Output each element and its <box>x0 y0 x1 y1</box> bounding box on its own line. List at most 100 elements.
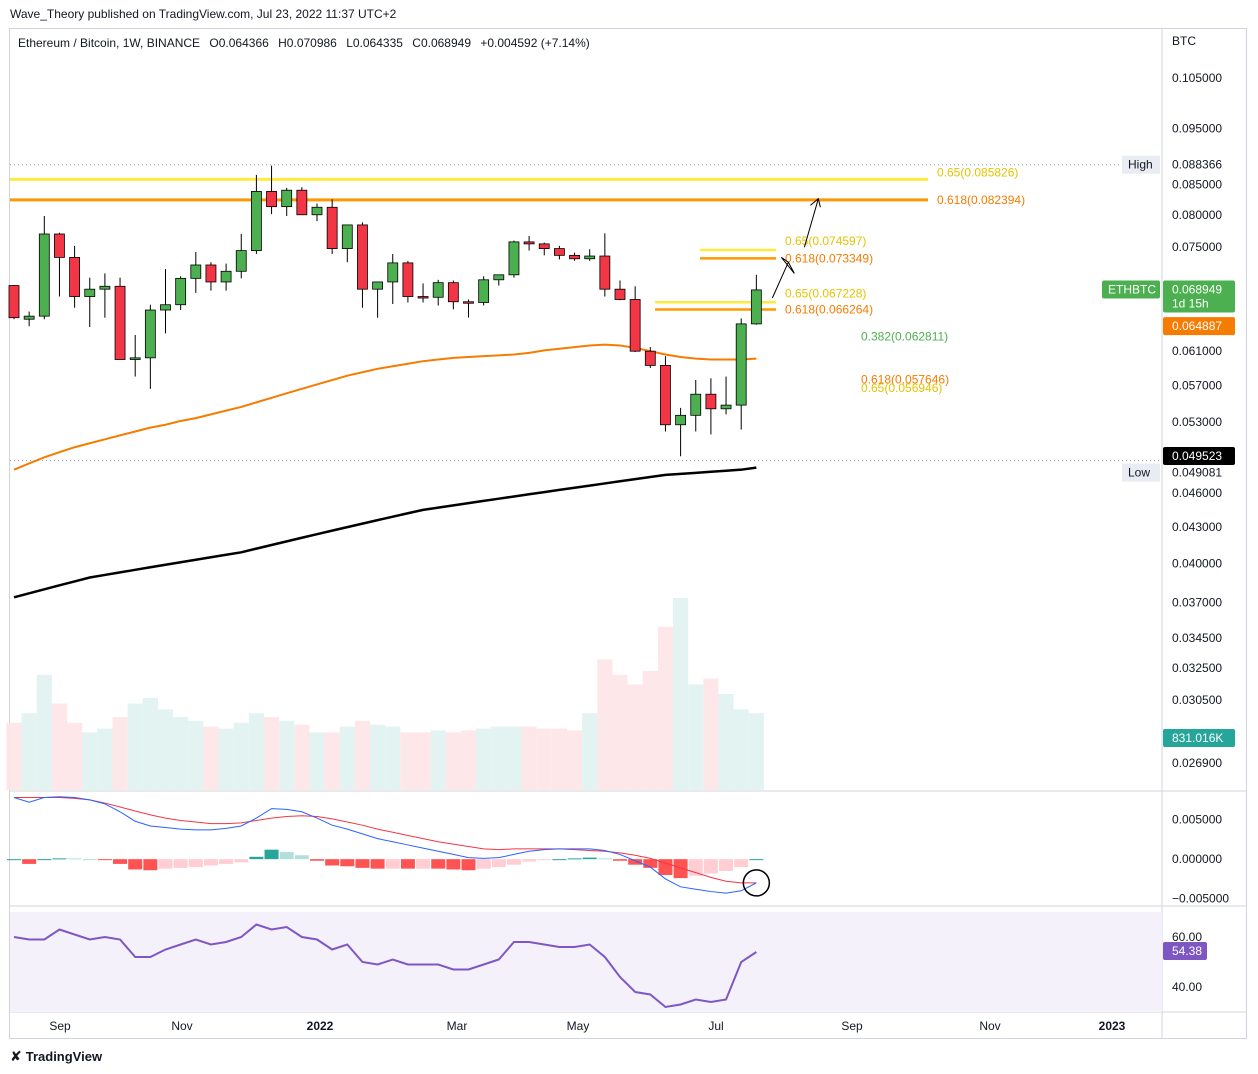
volume-bar <box>370 724 386 790</box>
volume-bar <box>263 717 280 790</box>
price-tick: 0.095000 <box>1172 121 1222 135</box>
volume-bar <box>506 726 522 790</box>
volume-bar <box>97 728 113 790</box>
macd-histogram-bar <box>294 855 309 860</box>
candle-body <box>205 264 217 283</box>
macd-histogram-bar <box>719 859 734 872</box>
high-value: 0.088366 <box>1172 158 1222 172</box>
volume-bar <box>688 684 704 790</box>
fib-level-label: 0.65(0.056946) <box>861 381 942 395</box>
ma50-price-tag-bg <box>1163 317 1235 336</box>
tradingview-logo-icon: ✘ <box>10 1048 22 1064</box>
price-tick: 0.061000 <box>1172 344 1222 358</box>
last-price-bg <box>1163 280 1235 313</box>
candle-body <box>584 255 596 260</box>
macd-histogram-bar <box>52 858 67 860</box>
candle-body <box>463 301 474 304</box>
volume-bar <box>294 724 310 790</box>
macd-histogram-bar <box>658 859 673 875</box>
time-tick: Nov <box>171 1019 192 1033</box>
macd-histogram-bar <box>340 859 355 867</box>
candle-body <box>644 350 656 366</box>
symbol-tag: ETHBTC <box>1108 283 1156 297</box>
macd-histogram-bar <box>506 859 521 865</box>
volume-bar <box>248 713 264 790</box>
volume-bar <box>385 726 401 790</box>
fib-level-label: 0.618(0.057646) <box>861 373 949 387</box>
time-tick: Sep <box>841 1019 863 1033</box>
price-tick: 0.040000 <box>1172 556 1222 570</box>
price-tick: 0.026900 <box>1172 756 1222 770</box>
volume-bar <box>748 713 764 790</box>
macd-histogram-bar <box>234 859 249 863</box>
macd-histogram-bar <box>113 859 128 864</box>
candle-body <box>175 277 187 306</box>
volume-bar <box>400 732 416 790</box>
candle-body <box>372 281 384 290</box>
macd-histogram-bar <box>249 856 264 860</box>
rsi-last: 54.38 <box>1172 944 1202 958</box>
price-tick: 0.037000 <box>1172 596 1222 610</box>
time-tick: Jul <box>708 1019 723 1033</box>
legend-low: L0.064335 <box>346 36 403 50</box>
volume-bar <box>218 728 234 790</box>
candle-body <box>417 296 429 299</box>
volume-bar <box>657 626 674 790</box>
volume-bar <box>627 684 643 790</box>
volume-bar <box>597 659 613 790</box>
candle-body <box>114 285 126 360</box>
volume-bar <box>415 732 431 790</box>
volume-bar <box>673 598 689 790</box>
volume-bar <box>566 730 583 790</box>
countdown: 1d 15h <box>1172 297 1209 311</box>
candle-body <box>281 189 293 208</box>
candle-body <box>569 254 580 260</box>
volume-tag: 831.016K <box>1172 731 1223 745</box>
volume-bar <box>582 713 598 790</box>
macd-histogram-bar <box>355 859 370 868</box>
macd-histogram-bar <box>552 859 567 861</box>
time-tick: May <box>567 1019 590 1033</box>
macd-histogram-bar <box>537 859 552 861</box>
macd-histogram-bar <box>370 859 385 869</box>
fib-level-label: 0.618(0.082394) <box>937 193 1025 207</box>
volume-bar <box>309 732 325 790</box>
macd-histogram-bar <box>491 859 506 868</box>
symbol-legend: Ethereum / Bitcoin, 1W, BINANCE O0.06436… <box>18 36 596 50</box>
macd-histogram-bar <box>188 859 203 868</box>
macd-histogram-bar <box>97 859 112 861</box>
macd-histogram-bar <box>597 858 612 860</box>
candle-body <box>250 191 262 252</box>
candle-body <box>84 288 96 297</box>
time-tick: 2023 <box>1099 1019 1126 1033</box>
low-value: 0.049081 <box>1172 466 1222 480</box>
macd-histogram-bar <box>310 859 324 861</box>
volume-bar <box>36 674 52 790</box>
legend-open: O0.064366 <box>209 36 269 50</box>
candle-body <box>235 250 247 272</box>
fib-level-label: 0.65(0.067228) <box>785 286 866 300</box>
macd-histogram-bar <box>279 852 294 860</box>
projection-arrow <box>771 262 789 299</box>
macd-histogram-bar <box>128 859 143 870</box>
projection-arrow-head <box>780 256 795 274</box>
volume-bar <box>6 722 22 790</box>
candle-body <box>660 365 671 426</box>
price-tick: 0.080000 <box>1172 208 1222 222</box>
candle-body <box>296 189 308 216</box>
ma200-price-tag-bg <box>1163 447 1235 466</box>
candle-body <box>705 393 717 410</box>
macd-histogram-bar <box>325 859 340 866</box>
price-tick: 0.032500 <box>1172 661 1222 675</box>
macd-histogram-bar <box>158 859 173 869</box>
macd-histogram-bar <box>567 858 582 860</box>
volume-bar <box>233 722 249 790</box>
last-price: 0.068949 <box>1172 283 1222 297</box>
tradingview-footer[interactable]: ✘ TradingView <box>10 1048 102 1065</box>
fib-level-label: 0.65(0.074597) <box>785 234 866 248</box>
price-tick: 0.034500 <box>1172 631 1222 645</box>
volume-bar <box>324 732 340 790</box>
volume-bar <box>718 694 734 790</box>
volume-tag-bg <box>1163 729 1235 747</box>
